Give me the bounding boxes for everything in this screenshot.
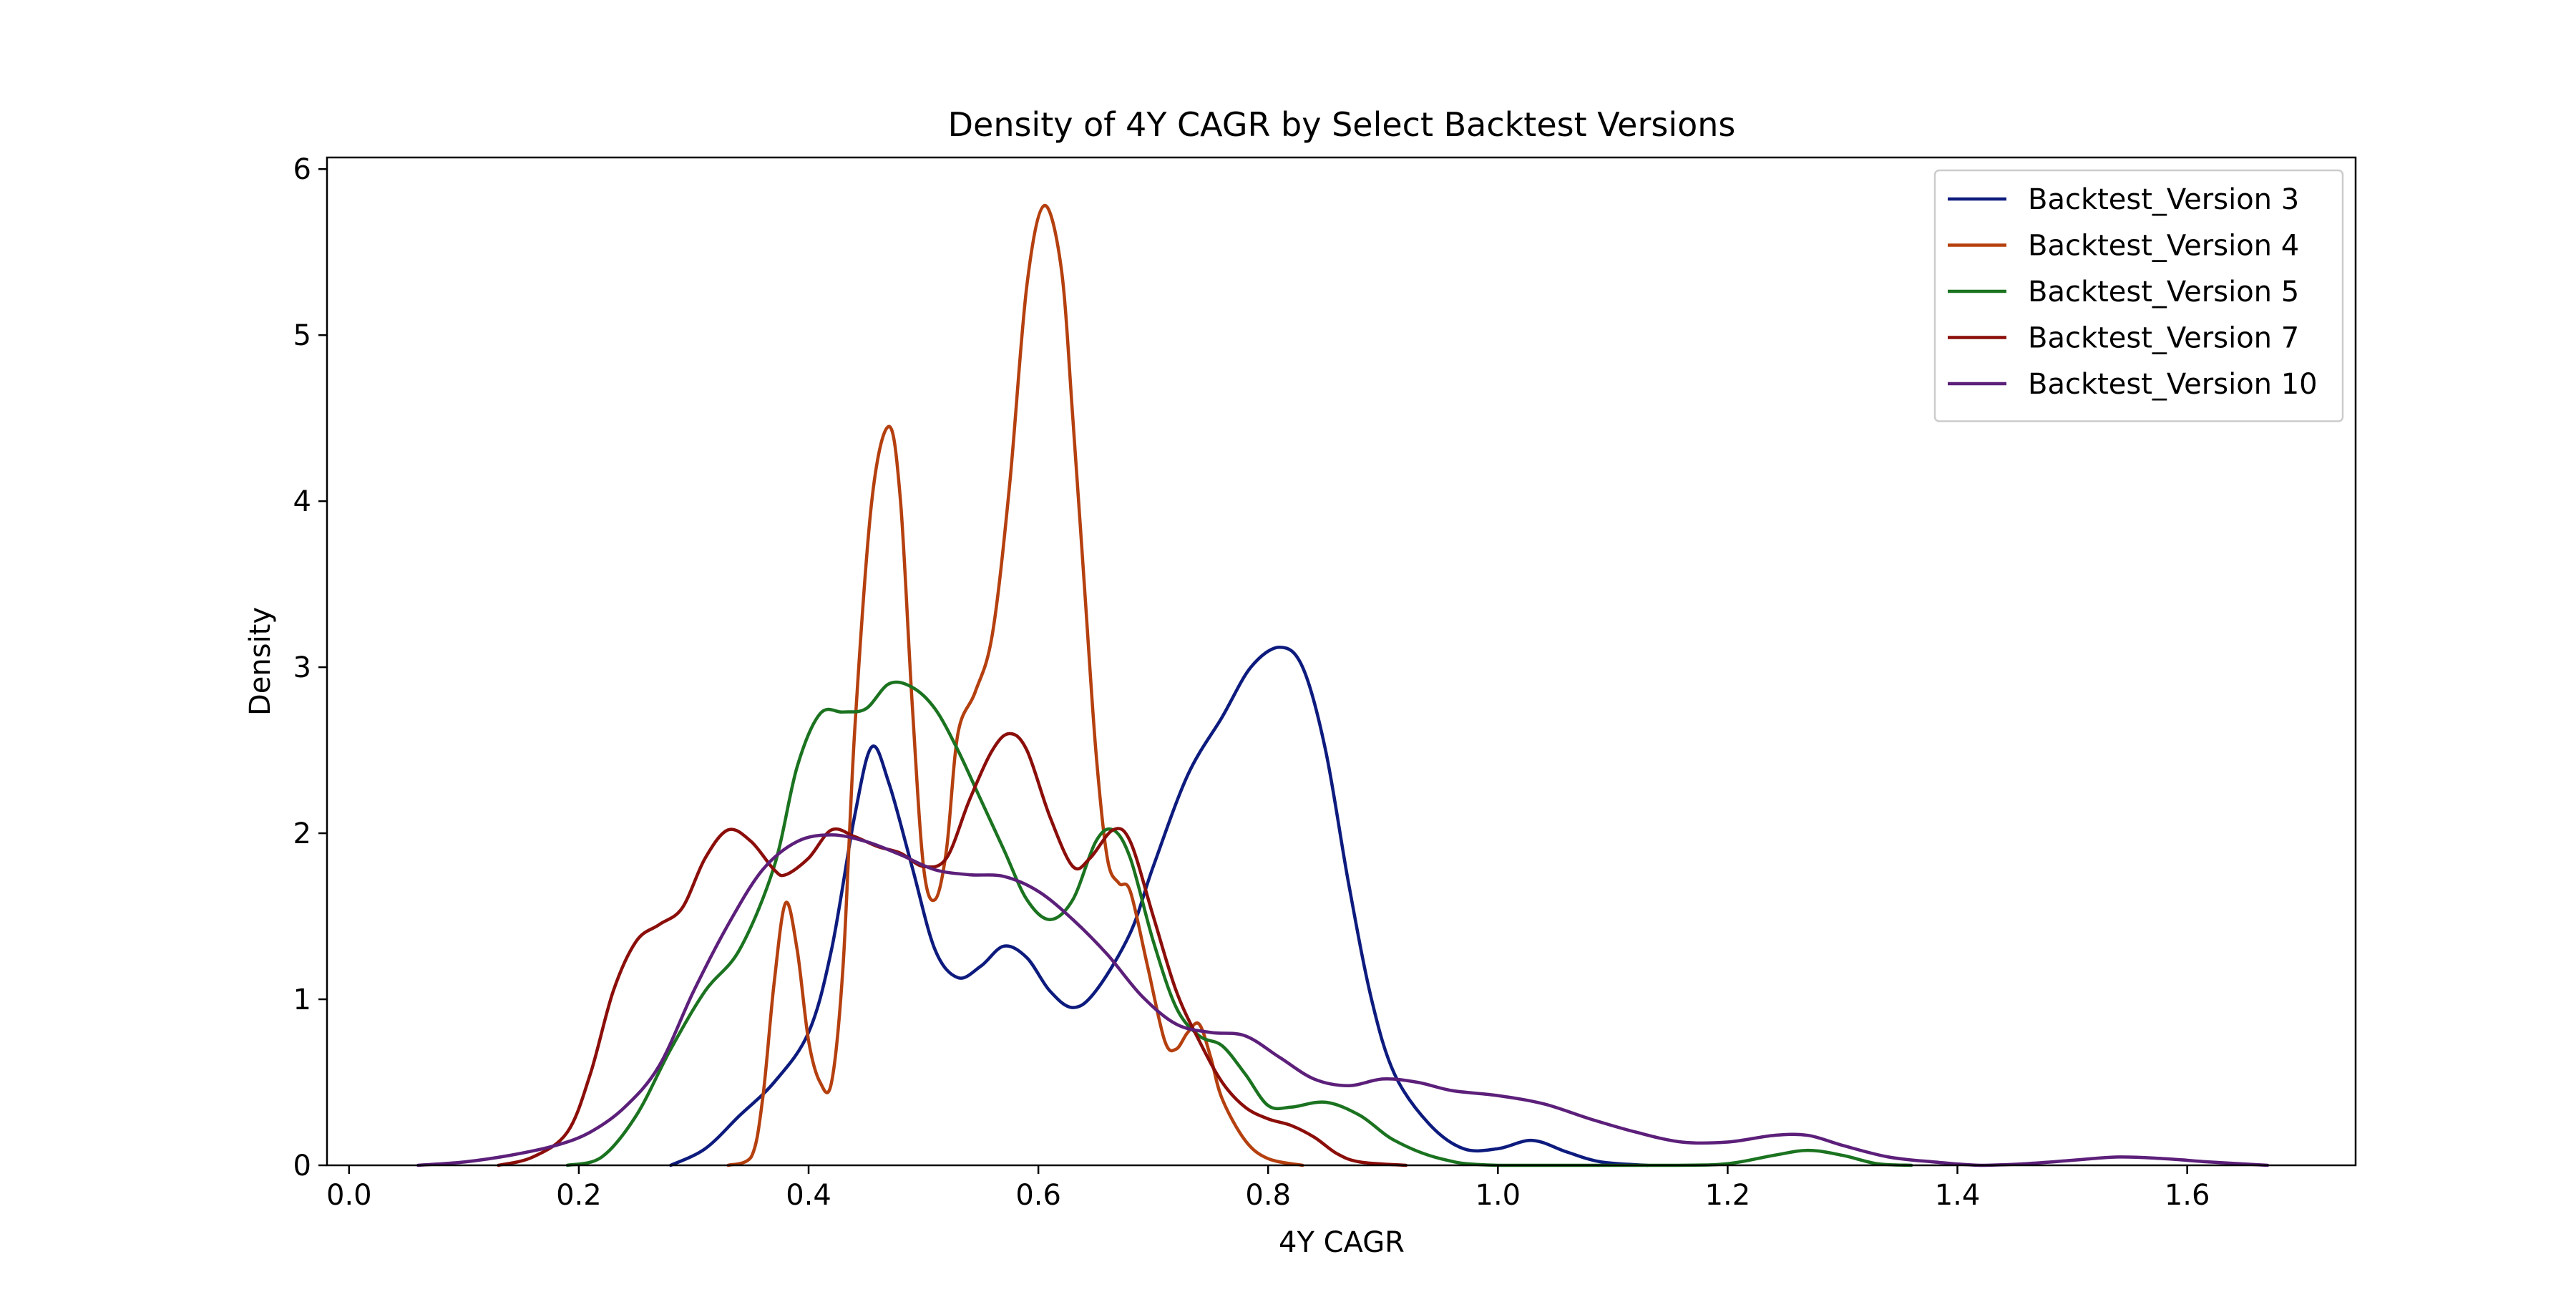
x-tick-label: 0.4 — [786, 1179, 831, 1212]
series-line-4 — [497, 732, 1408, 1167]
y-tick-label: 0 — [293, 1150, 311, 1182]
series-line-2 — [726, 204, 1304, 1167]
legend-label-2: Backtest_Version 4 — [2028, 230, 2299, 263]
x-axis: 0.0 0.2 0.4 0.6 0.8 1.0 1.2 1.4 1.6 — [326, 1165, 2210, 1212]
x-tick-label: 1.0 — [1475, 1179, 1521, 1212]
x-tick-label: 1.6 — [2165, 1179, 2210, 1212]
x-axis-label: 4Y CAGR — [1279, 1226, 1405, 1259]
y-tick-label: 5 — [293, 319, 311, 352]
y-tick-label: 3 — [293, 651, 311, 684]
legend-label-1: Backtest_Version 3 — [2028, 183, 2299, 216]
x-tick-label: 0.2 — [556, 1179, 602, 1212]
legend-box — [1933, 169, 2344, 422]
chart-title: Density of 4Y CAGR by Select Backtest Ve… — [948, 105, 1736, 144]
y-tick-label: 6 — [293, 153, 311, 186]
y-axis: 0 1 2 3 4 5 6 — [293, 153, 327, 1182]
x-tick-label: 0.8 — [1245, 1179, 1291, 1212]
x-tick-label: 1.2 — [1705, 1179, 1751, 1212]
legend-label-4: Backtest_Version 7 — [2028, 322, 2299, 355]
series-line-5 — [416, 833, 2270, 1167]
x-tick-label: 0.6 — [1015, 1179, 1061, 1212]
y-tick-label: 1 — [293, 983, 311, 1016]
x-tick-label: 1.4 — [1935, 1179, 1981, 1212]
y-axis-label: Density — [244, 607, 277, 716]
x-tick-label: 0.0 — [326, 1179, 372, 1212]
legend-label-3: Backtest_Version 5 — [2028, 276, 2299, 309]
y-tick-label: 2 — [293, 817, 311, 850]
y-tick-label: 4 — [293, 485, 311, 518]
legend: Backtest_Version 3 Backtest_Version 4 Back… — [1933, 169, 2344, 422]
plot-series-group — [416, 204, 2270, 1167]
plot-area-frame — [326, 156, 2357, 1167]
legend-label-5: Backtest_Version 10 — [2028, 368, 2318, 401]
